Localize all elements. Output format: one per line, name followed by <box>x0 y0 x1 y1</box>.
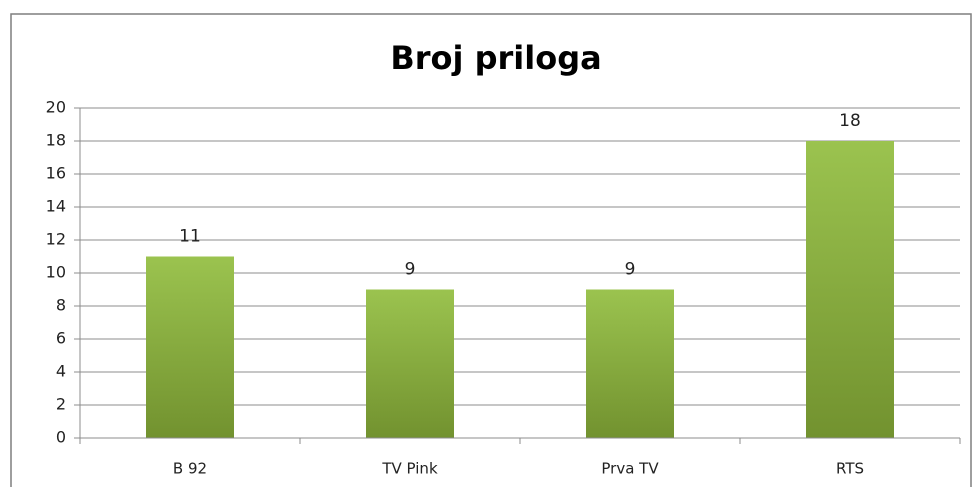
data-label: 9 <box>625 260 636 280</box>
y-tick-label: 14 <box>46 197 66 216</box>
y-tick-label: 8 <box>56 296 66 315</box>
y-tick-label: 2 <box>56 395 66 414</box>
y-tick-label: 4 <box>56 362 66 381</box>
bar <box>366 289 454 438</box>
y-tick-label: 18 <box>46 131 66 150</box>
data-label: 18 <box>839 111 861 131</box>
y-tick-label: 0 <box>56 428 66 447</box>
y-tick-label: 12 <box>46 230 66 249</box>
chart-title: Broj priloga <box>390 39 601 77</box>
bar <box>146 256 234 438</box>
bar <box>586 289 674 438</box>
x-tick-label: RTS <box>836 460 864 478</box>
data-label: 11 <box>179 227 201 247</box>
y-tick-label: 16 <box>46 164 66 183</box>
y-tick-label: 10 <box>46 263 66 282</box>
bar <box>806 141 894 438</box>
x-tick-label: TV Pink <box>381 460 438 478</box>
x-tick-label: Prva TV <box>601 460 659 478</box>
y-tick-label: 6 <box>56 329 66 348</box>
x-tick-label: B 92 <box>173 460 207 478</box>
data-label: 9 <box>405 260 416 280</box>
y-tick-label: 20 <box>46 98 66 117</box>
